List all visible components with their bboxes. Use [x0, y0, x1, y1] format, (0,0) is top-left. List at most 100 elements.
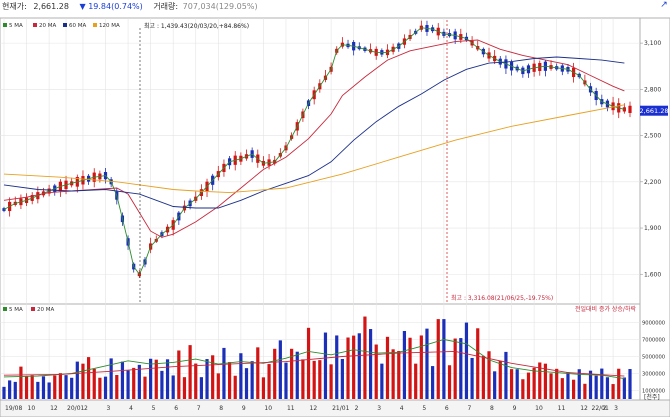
- volume-bar: [126, 370, 130, 399]
- legend-swatch: [31, 307, 35, 311]
- volume-bar: [453, 338, 457, 399]
- quote-header: 현재가: 2,661.28 ▼ 19.84(0.74%) 거래량: 707,03…: [0, 0, 670, 14]
- volume-bar: [402, 331, 407, 399]
- volume-bar: [572, 379, 576, 399]
- price-tick-label: 3,100: [644, 40, 661, 47]
- volume-bar: [86, 357, 91, 399]
- volume-bar: [290, 348, 294, 399]
- volume-bar: [216, 373, 220, 399]
- x-tick-label: 3: [107, 405, 111, 412]
- volume-bar: [470, 357, 474, 399]
- volume-bar: [526, 372, 531, 399]
- x-tick-label: 10: [28, 405, 36, 412]
- arrow-icon[interactable]: ↗: [660, 0, 668, 10]
- volume-bar: [2, 386, 6, 399]
- price-ma-line: [3, 104, 625, 194]
- volume-bar: [419, 335, 423, 399]
- volume-bar: [81, 363, 85, 399]
- x-tick-label: 7: [197, 405, 201, 412]
- x-tick-label: 2: [603, 405, 607, 412]
- x-tick-label: 11: [558, 405, 566, 412]
- volume-bar: [278, 340, 282, 399]
- volume-bar: [273, 348, 277, 399]
- volume-bar: [318, 360, 322, 399]
- volume-bar: [98, 377, 102, 399]
- volume-bar: [8, 380, 12, 399]
- legend-label: 120 MA: [99, 23, 120, 29]
- x-tick-label: 20/01: [67, 405, 84, 412]
- change-value: 19.84(0.74%): [88, 2, 143, 11]
- moving-averages: [3, 27, 625, 276]
- volume-bar: [267, 364, 271, 399]
- volume-bar: [436, 319, 440, 399]
- volume-tick-label: 3000000: [642, 372, 665, 378]
- volume-note: 전일대비 증가 상승/하락: [575, 305, 637, 313]
- volume-bar: [577, 369, 581, 399]
- price-y-ticks: 3,100 2,800 2,500 2,200 1,900 1,600: [640, 40, 661, 278]
- volume-bar: [323, 332, 328, 399]
- volume-bar: [368, 329, 373, 399]
- volume-bar: [515, 369, 519, 399]
- legend-swatch: [3, 307, 7, 311]
- volume-bar: [481, 355, 485, 399]
- x-tick-label: 9: [513, 405, 517, 412]
- volume-bar: [588, 370, 593, 399]
- candle-body: [2, 208, 6, 211]
- volume-bar: [103, 376, 108, 399]
- volume-unit: [천주]: [644, 393, 660, 401]
- x-tick-label: 5: [422, 405, 426, 412]
- volume-bar: [414, 363, 418, 399]
- volume-bar: [92, 368, 96, 399]
- high-annotation: 최고 : 1,439.43(20/03/20,+84.86%): [144, 22, 249, 30]
- x-tick-label: 8: [490, 405, 494, 412]
- volume-bar: [194, 363, 198, 399]
- volume-bar: [58, 373, 62, 399]
- volume-bar: [363, 316, 367, 399]
- x-tick-label: 2: [84, 405, 88, 412]
- volume-bar: [132, 367, 136, 399]
- price-ma-line: [3, 27, 625, 276]
- volume-bar: [177, 350, 181, 399]
- volume-ma-line: [3, 350, 625, 377]
- volume-bar: [476, 328, 480, 399]
- volume-bar: [239, 353, 243, 399]
- price-ma-line: [3, 39, 625, 238]
- volume-bar: [222, 347, 226, 399]
- price-pane: [0, 17, 641, 305]
- x-tick-label: 12: [50, 405, 58, 412]
- legend-label: 20 MA: [39, 23, 56, 29]
- volume-bar: [442, 319, 446, 399]
- legend-label: 5 MA: [9, 307, 23, 313]
- volume-bar: [555, 368, 559, 399]
- volume-bar: [385, 336, 390, 399]
- x-tick-label: 22/01: [592, 405, 609, 412]
- volume-bar: [493, 371, 497, 399]
- volume-moving-averages: [3, 339, 625, 380]
- volume-bar: [261, 377, 266, 399]
- volume-bar: [329, 364, 333, 399]
- volume-bar: [380, 363, 384, 399]
- volume-bar: [560, 378, 564, 399]
- volume-bar: [160, 370, 164, 399]
- volume-bar: [340, 358, 344, 399]
- volume-bar: [357, 333, 361, 399]
- x-tick-label: 3: [377, 405, 381, 412]
- volume-bar: [600, 368, 604, 399]
- x-tick-label: 9: [242, 405, 246, 412]
- volume-bar: [312, 360, 316, 399]
- x-tick-label: 21/01: [332, 405, 349, 412]
- volume-bar: [459, 338, 463, 399]
- down-arrow-icon: ▼: [79, 2, 86, 11]
- price-label: 현재가:: [2, 2, 27, 11]
- price-tick-label: 1,600: [644, 271, 661, 278]
- x-tick-label: 6: [174, 405, 178, 412]
- price-tag: [640, 105, 668, 116]
- price-ma-line: [3, 56, 625, 209]
- volume-bar: [75, 361, 79, 399]
- price-tick-label: 1,900: [644, 225, 661, 232]
- volume-bar: [211, 355, 215, 399]
- volume-tick-label: 7000000: [642, 338, 665, 344]
- volume-ma-line: [3, 339, 625, 380]
- volume-bar: [605, 377, 610, 399]
